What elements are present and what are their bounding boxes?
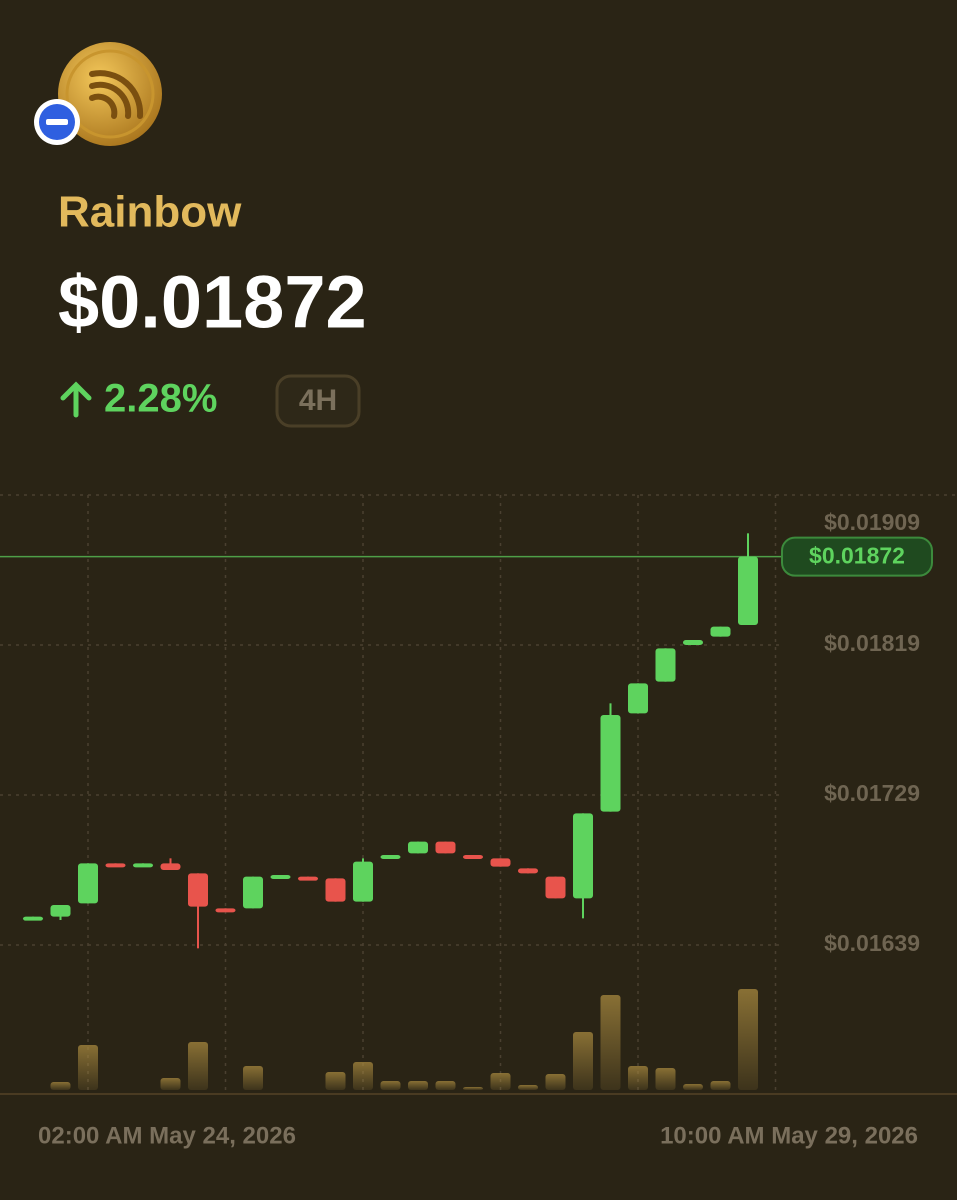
volume-bar <box>78 1045 98 1090</box>
period-chip[interactable] <box>275 374 361 428</box>
volume-bar <box>545 1074 566 1090</box>
volume-bar <box>600 995 621 1090</box>
volume-bar <box>243 1066 263 1090</box>
volume-bar <box>463 1087 483 1090</box>
volume-bar <box>628 1066 648 1090</box>
candle-body <box>435 841 456 854</box>
candle-body <box>710 626 731 637</box>
candle-body <box>463 855 483 859</box>
price-change: 2.28% <box>104 377 217 421</box>
candle-body <box>325 878 346 902</box>
token-price: $0.01872 <box>58 261 367 344</box>
candle-body <box>518 868 538 874</box>
volume-bar <box>518 1085 538 1090</box>
volume-bar <box>655 1068 676 1090</box>
candle-body <box>545 876 566 899</box>
candle-body <box>490 858 511 867</box>
token-icon <box>58 42 162 146</box>
volume-bar <box>380 1081 401 1090</box>
candle-body <box>78 863 98 904</box>
candle-body <box>408 841 428 854</box>
candle-body <box>655 648 676 682</box>
y-tick-label: $0.01729 <box>824 780 920 806</box>
candle-body <box>573 813 593 899</box>
volume-bar <box>408 1081 428 1090</box>
candle-body <box>683 640 703 645</box>
chart: $0.01909 $0.01819 $0.01729 $0.01639 $0.01872… <box>0 494 957 1149</box>
candle-body <box>23 916 43 921</box>
candle-body <box>188 873 208 907</box>
y-tick-label: $0.01639 <box>824 930 920 956</box>
candle-body <box>215 908 236 913</box>
period-label: 4H <box>299 384 337 417</box>
token-name: Rainbow <box>58 188 242 237</box>
volume-bar <box>573 1032 593 1090</box>
volume-bar <box>738 989 758 1090</box>
volume-bar <box>683 1084 703 1090</box>
candle-body <box>270 875 291 879</box>
up-arrow <box>60 381 92 418</box>
remove-badge[interactable] <box>34 99 80 145</box>
candle-body <box>738 556 758 625</box>
x-label: 10:00 AM May 29, 2026 <box>660 1122 918 1149</box>
volume-bar <box>50 1082 71 1090</box>
y-tick-label: $0.01819 <box>824 630 920 656</box>
y-tick-label: $0.01909 <box>824 509 920 535</box>
volume-bar <box>325 1072 346 1090</box>
candle-body <box>160 863 181 870</box>
candle-body <box>600 715 621 812</box>
candle-body <box>380 855 401 859</box>
x-label: 02:00 AM May 24, 2026 <box>38 1122 296 1149</box>
candle-body <box>298 876 318 881</box>
last-price-pill <box>781 536 933 577</box>
candle-body <box>133 863 153 868</box>
candle-body <box>628 683 648 714</box>
candle-body <box>353 861 373 902</box>
candle-body <box>105 863 126 868</box>
candle-body <box>50 905 71 917</box>
candle-body <box>243 876 263 909</box>
last-price-label: $0.01872 <box>809 543 905 569</box>
volume-bar <box>353 1062 373 1090</box>
volume-bar <box>160 1078 181 1090</box>
volume-bar <box>188 1042 208 1090</box>
volume-bar <box>710 1081 731 1090</box>
volume-bar <box>435 1081 456 1090</box>
volume-bar <box>490 1073 511 1090</box>
